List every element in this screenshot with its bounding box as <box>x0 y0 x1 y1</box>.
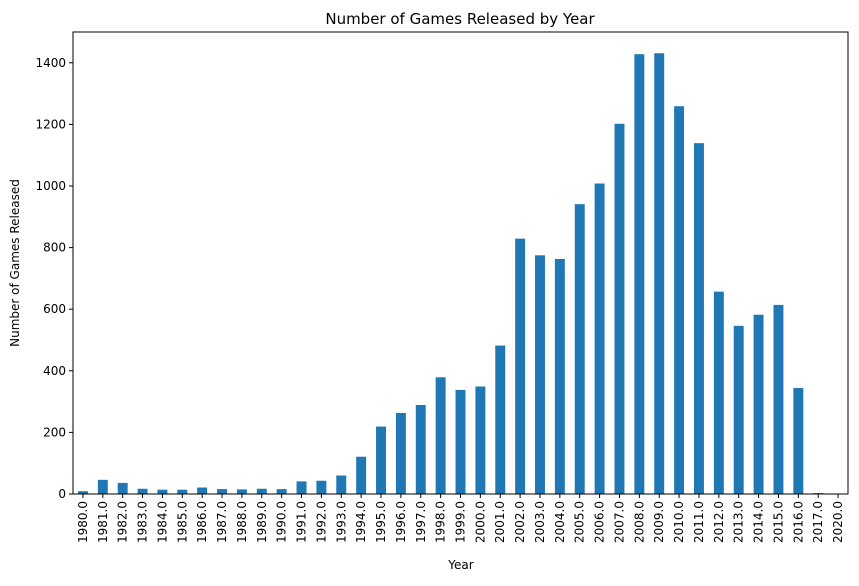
x-tick-label: 2011.0 <box>692 501 706 543</box>
bar-2016.0 <box>793 388 803 494</box>
bar-2008.0 <box>634 54 644 494</box>
x-tick-label: 2012.0 <box>712 501 726 543</box>
x-tick-label: 1986.0 <box>195 501 209 543</box>
x-tick-label: 2015.0 <box>771 501 785 543</box>
x-tick-label: 2007.0 <box>612 501 626 543</box>
x-tick-label: 1980.0 <box>76 501 90 543</box>
bar-2009.0 <box>654 53 664 494</box>
bar-1985.0 <box>177 490 187 494</box>
x-tick-label: 1987.0 <box>215 501 229 543</box>
y-tick-label: 1400 <box>35 56 66 70</box>
x-tick-label: 1991.0 <box>295 501 309 543</box>
y-tick-label: 1200 <box>35 117 66 131</box>
x-tick-label: 2016.0 <box>791 501 805 543</box>
bar-1996.0 <box>396 413 406 494</box>
bar-1983.0 <box>138 489 148 494</box>
x-tick-label: 1985.0 <box>175 501 189 543</box>
bar-2004.0 <box>555 259 565 494</box>
bar-1995.0 <box>376 427 386 494</box>
x-tick-label: 1988.0 <box>235 501 249 543</box>
bar-2015.0 <box>773 305 783 494</box>
x-tick-label: 2003.0 <box>533 501 547 543</box>
bar-2000.0 <box>475 387 485 494</box>
bar-2007.0 <box>615 124 625 494</box>
bar-2013.0 <box>734 326 744 494</box>
y-tick-label: 200 <box>43 425 66 439</box>
bar-2006.0 <box>595 184 605 494</box>
x-tick-label: 1995.0 <box>374 501 388 543</box>
y-axis: 0 200 400 600 800 1000 1200 1400 <box>35 56 73 501</box>
bar-1997.0 <box>416 405 426 494</box>
chart-title: Number of Games Released by Year <box>325 10 595 28</box>
x-tick-label: 1984.0 <box>155 501 169 543</box>
x-axis: 1980.0 1981.0 1982.0 1983.0 1984.0 1985.0 1986… <box>76 494 845 543</box>
x-tick-label: 1982.0 <box>116 501 130 543</box>
x-tick-label: 1989.0 <box>255 501 269 543</box>
y-tick-label: 0 <box>58 487 66 501</box>
x-tick-label: 2014.0 <box>752 501 766 543</box>
x-tick-label: 1981.0 <box>96 501 110 543</box>
bar-1984.0 <box>157 490 167 494</box>
bar-1992.0 <box>316 481 326 494</box>
x-tick-label: 2017.0 <box>811 501 825 543</box>
bar-1994.0 <box>356 457 366 494</box>
bar-2003.0 <box>535 255 545 494</box>
x-tick-label: 1998.0 <box>434 501 448 543</box>
bar-1990.0 <box>277 489 287 494</box>
x-tick-label: 1996.0 <box>394 501 408 543</box>
bar-2014.0 <box>754 315 764 494</box>
bar-1981.0 <box>98 480 108 494</box>
y-axis-label: Number of Games Released <box>8 179 22 347</box>
x-tick-label: 2002.0 <box>513 501 527 543</box>
bar-1987.0 <box>217 489 227 494</box>
x-tick-label: 1990.0 <box>275 501 289 543</box>
x-tick-label: 2000.0 <box>473 501 487 543</box>
bar-1999.0 <box>456 390 466 494</box>
x-tick-label: 2005.0 <box>573 501 587 543</box>
x-tick-label: 2008.0 <box>632 501 646 543</box>
bar-2010.0 <box>674 106 684 494</box>
bar-1982.0 <box>118 483 128 494</box>
y-tick-label: 800 <box>43 241 66 255</box>
bar-1989.0 <box>257 489 267 494</box>
bars-group <box>78 53 843 494</box>
x-tick-label: 1993.0 <box>334 501 348 543</box>
x-tick-label: 2009.0 <box>652 501 666 543</box>
y-tick-label: 600 <box>43 302 66 316</box>
x-tick-label: 1994.0 <box>354 501 368 543</box>
x-tick-label: 2004.0 <box>553 501 567 543</box>
bar-1988.0 <box>237 489 247 494</box>
bar-1998.0 <box>436 377 446 494</box>
bar-2011.0 <box>694 143 704 494</box>
x-tick-label: 2001.0 <box>493 501 507 543</box>
bar-2005.0 <box>575 204 585 494</box>
x-tick-label: 2010.0 <box>672 501 686 543</box>
bar-2012.0 <box>714 292 724 494</box>
y-tick-label: 1000 <box>35 179 66 193</box>
x-tick-label: 2020.0 <box>831 501 845 543</box>
bar-2002.0 <box>515 239 525 494</box>
x-tick-label: 2013.0 <box>732 501 746 543</box>
x-tick-label: 1997.0 <box>414 501 428 543</box>
bar-1993.0 <box>336 476 346 494</box>
x-tick-label: 1999.0 <box>454 501 468 543</box>
bar-1986.0 <box>197 488 207 494</box>
x-tick-label: 2006.0 <box>593 501 607 543</box>
bar-2001.0 <box>495 346 505 494</box>
bar-1991.0 <box>297 481 307 494</box>
x-tick-label: 1992.0 <box>314 501 328 543</box>
x-axis-label: Year <box>447 558 473 572</box>
x-tick-label: 1983.0 <box>136 501 150 543</box>
y-tick-label: 400 <box>43 364 66 378</box>
